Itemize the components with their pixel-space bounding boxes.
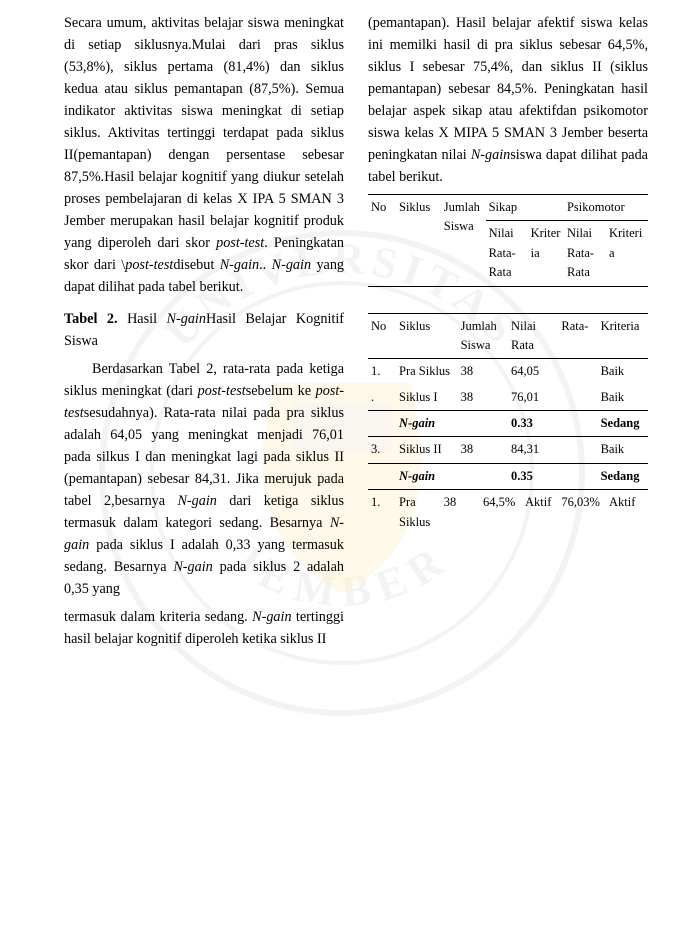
cell: 84,31	[508, 437, 598, 463]
cell: 76,01	[508, 385, 598, 411]
th-siklus: Siklus	[396, 195, 441, 287]
ngain-val: 0.33	[508, 411, 598, 437]
t1-h-no: No	[368, 313, 396, 359]
th-no: No	[368, 195, 396, 287]
ngain-krit-2: Sedang	[598, 463, 648, 489]
cell: Aktif	[606, 490, 648, 535]
right-para-1: (pemantapan). Hasil belajar afektif sisw…	[368, 12, 648, 188]
th-kriteria-2: Kriteria	[606, 221, 648, 286]
cell: 38	[441, 490, 480, 535]
left-column: Secara umum, aktivitas belajar siswa men…	[64, 12, 344, 656]
page-columns: Secara umum, aktivitas belajar siswa men…	[0, 0, 684, 656]
left-para-3: termasuk dalam kriteria sedang. N-gain t…	[64, 606, 344, 650]
cell: 64,05	[508, 359, 598, 385]
cell: 1.	[368, 359, 396, 385]
cell: Siklus II	[396, 437, 458, 463]
th-jml: Jumlah Siswa	[441, 195, 486, 287]
cell: Aktif	[522, 490, 558, 535]
t1-h-nilai: Nilai Rata	[508, 313, 558, 359]
cell: 38	[458, 437, 508, 463]
cell: 3.	[368, 437, 396, 463]
t1-h-krit: Kriteria	[598, 313, 648, 359]
left-para-2: Berdasarkan Tabel 2, rata-rata pada keti…	[64, 358, 344, 600]
ngain-label-2: N-gain	[396, 463, 458, 489]
cell: Pra Siklus	[396, 490, 441, 535]
t1-h-siklus: Siklus	[396, 313, 458, 359]
cell: Siklus I	[396, 385, 458, 411]
cell: 1.	[368, 490, 396, 535]
cell: .	[368, 385, 396, 411]
cell: 76,03%	[558, 490, 606, 535]
left-para-1: Secara umum, aktivitas belajar siswa men…	[64, 12, 344, 298]
th-sikap: Sikap	[486, 195, 564, 221]
spacer	[368, 287, 648, 309]
cell: 38	[458, 385, 508, 411]
cell: 64,5%	[480, 490, 522, 535]
t1-h-jml: Jumlah Siswa	[458, 313, 508, 359]
th-nilai-rata: Nilai Rata-Rata	[486, 221, 528, 286]
th-kriteria: Kriteria	[528, 221, 564, 286]
right-column: (pemantapan). Hasil belajar afektif sisw…	[368, 12, 648, 656]
ngain-krit: Sedang	[598, 411, 648, 437]
table-header-sikap-psikomotor: No Siklus Jumlah Siswa Sikap Psikomotor …	[368, 194, 648, 287]
th-psiko: Psikomotor	[564, 195, 648, 221]
th-nilai-rata-2: Nilai Rata-Rata	[564, 221, 606, 286]
table-2-title: Tabel 2. Hasil N-gainHasil Belajar Kogni…	[64, 308, 344, 352]
table-sikap-row: 1. Pra Siklus 38 64,5% Aktif 76,03% Akti…	[368, 490, 648, 535]
cell: Baik	[598, 359, 648, 385]
table-ngain: No Siklus Jumlah Siswa Nilai Rata Rata- …	[368, 313, 648, 491]
cell: Baik	[598, 385, 648, 411]
cell: 38	[458, 359, 508, 385]
ngain-label: N-gain	[396, 411, 458, 437]
t1-h-rata: Rata-	[558, 313, 597, 359]
cell: Baik	[598, 437, 648, 463]
ngain-val-2: 0.35	[508, 463, 598, 489]
cell: Pra Siklus	[396, 359, 458, 385]
